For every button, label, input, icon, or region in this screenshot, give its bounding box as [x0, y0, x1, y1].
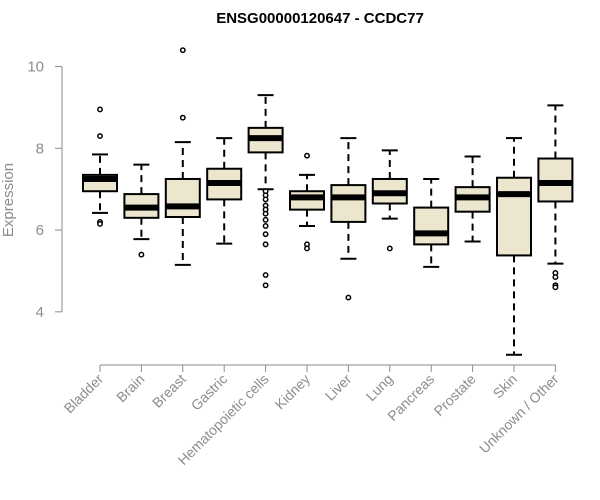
box-iqr [537, 157, 574, 203]
box-unknown-other [537, 104, 574, 291]
outlier-point [262, 241, 269, 248]
outlier-point [304, 245, 310, 252]
box-bladder [82, 106, 118, 227]
box-iqr [164, 177, 201, 218]
x-tick-label: Liver [322, 371, 355, 404]
box-iqr [496, 176, 532, 257]
y-axis: 4 6 8 10 [27, 59, 63, 321]
box-breast [164, 47, 201, 266]
outlier-point [262, 231, 269, 238]
box-lung [371, 149, 408, 252]
boxes-group [82, 47, 574, 356]
x-tick-label: Prostate [431, 371, 479, 419]
outlier-point [552, 284, 559, 291]
outlier-point [386, 245, 393, 252]
y-tick-label: 4 [36, 304, 44, 321]
box-iqr [413, 206, 450, 246]
y-tick-label: 8 [36, 140, 44, 157]
outlier-point [345, 294, 352, 301]
outlier-point [262, 282, 269, 289]
y-tick-label: 10 [27, 59, 44, 76]
box-liver [330, 137, 367, 301]
outlier-point [97, 106, 103, 113]
outlier-point [304, 152, 310, 159]
x-tick-label: Skin [490, 371, 521, 402]
x-tick-label: Brain [113, 371, 147, 405]
outlier-point [262, 223, 269, 229]
box-gastric [206, 137, 243, 245]
box-hematopoietic-cells [247, 94, 284, 289]
box-kidney [289, 152, 325, 252]
outlier-point [262, 196, 269, 203]
box-pancreas [413, 177, 450, 268]
outlier-point [262, 272, 269, 279]
y-tick-label: 6 [36, 222, 44, 239]
outlier-point [262, 216, 269, 223]
outlier-point [97, 133, 103, 139]
x-tick-label: Bladder [61, 371, 107, 417]
x-tick-label: Kidney [272, 371, 314, 413]
box-iqr [330, 184, 367, 223]
x-tick-label: Unknown / Other [476, 371, 562, 457]
y-axis-label: Expression [0, 163, 17, 237]
x-tick-label: Breast [149, 371, 189, 411]
outlier-point [179, 47, 186, 54]
outlier-point [97, 220, 103, 227]
x-tick-label: Lung [363, 371, 396, 404]
box-brain [123, 163, 160, 258]
outlier-point [138, 251, 145, 258]
box-iqr [289, 190, 325, 211]
box-prostate [454, 155, 491, 243]
outlier-point [262, 210, 269, 217]
outlier-point [552, 274, 559, 281]
chart-title: ENSG00000120647 - CCDC77 [216, 10, 424, 27]
outlier-point [179, 114, 186, 121]
box-skin [496, 137, 532, 356]
